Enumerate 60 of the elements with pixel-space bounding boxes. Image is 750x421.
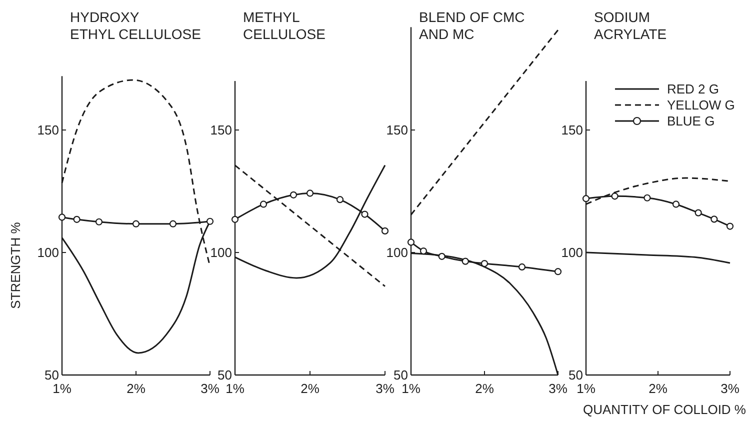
point [231, 216, 239, 223]
point [306, 190, 314, 197]
point [672, 200, 680, 208]
chart-title: METHYL CELLULOSE [243, 9, 326, 42]
y-tick-label: 150 [37, 122, 59, 138]
point [611, 192, 618, 200]
y-tick-label: 100 [37, 245, 59, 260]
point [710, 216, 718, 223]
y-tick-label: 150 [386, 122, 408, 138]
y-tick-label: 100 [210, 245, 232, 260]
x-tick-label: 3% [376, 381, 395, 396]
point [260, 200, 268, 208]
y-tick-label: 50 [218, 368, 232, 383]
x-tick-label: 1% [52, 381, 72, 396]
legend-label: BLUE G [667, 114, 715, 129]
chart-title: BLEND OF CMC AND MC [419, 9, 525, 42]
x-tick-label: 2% [126, 381, 146, 396]
x-tick-label: 1% [226, 381, 245, 396]
x-tick-label: 1% [402, 381, 421, 396]
x-tick-label: 2% [300, 381, 320, 396]
point [132, 220, 140, 228]
y-tick-label: 100 [561, 245, 583, 260]
point [381, 227, 389, 234]
x-axis-title: QUANTITY OF COLLOID % [582, 402, 746, 417]
point [95, 218, 103, 226]
point [73, 216, 80, 223]
point [694, 209, 702, 216]
x-tick-label: 2% [475, 381, 494, 396]
point [58, 214, 66, 221]
y-axis-title: STRENGTH % [8, 222, 23, 309]
legend-label: YELLOW G [667, 98, 735, 113]
y-tick-label: 50 [44, 368, 59, 383]
point [644, 194, 651, 202]
point [480, 260, 488, 268]
x-tick-label: 3% [200, 381, 220, 396]
point [407, 238, 415, 246]
point [438, 252, 446, 260]
x-tick-label: 3% [720, 381, 740, 396]
point [554, 268, 562, 276]
y-tick-label: 150 [210, 122, 232, 138]
legend-label: RED 2 G [667, 82, 720, 97]
y-tick-label: 150 [561, 122, 583, 138]
x-tick-label: 3% [548, 381, 568, 396]
point [582, 195, 590, 202]
point [420, 247, 428, 255]
x-tick-label: 1% [576, 381, 596, 396]
point [462, 258, 469, 265]
y-tick-label: 50 [394, 368, 408, 383]
y-tick-label: 50 [568, 368, 583, 383]
chart-title: HYDROXY ETHYL CELLULOSE [70, 9, 201, 42]
point [518, 263, 526, 271]
y-tick-label: 100 [386, 245, 408, 260]
point [361, 210, 368, 218]
point [336, 196, 344, 204]
point [169, 220, 177, 228]
point [290, 191, 298, 198]
x-tick-label: 2% [648, 381, 668, 396]
point [726, 222, 734, 230]
point [206, 218, 214, 225]
chart-title: SODIUM ACRYLATE [594, 9, 667, 42]
